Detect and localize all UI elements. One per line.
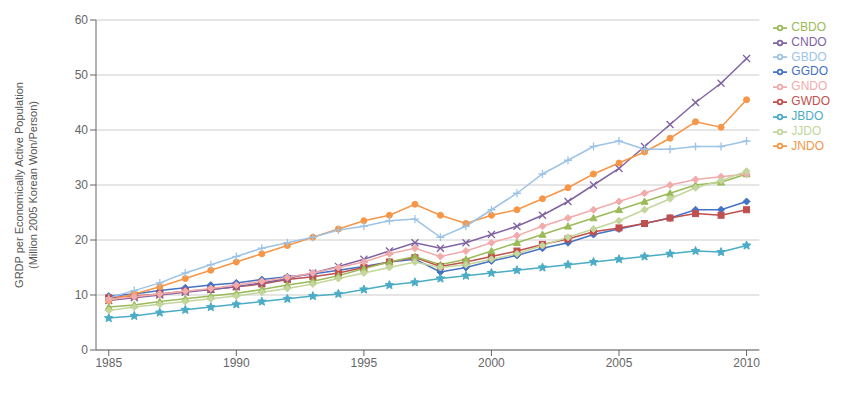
- svg-text:20: 20: [75, 233, 89, 247]
- html-text:CBDO: CBDO: [791, 20, 826, 34]
- svg-text:60: 60: [75, 13, 89, 27]
- svg-text:1990: 1990: [223, 356, 250, 370]
- svg-text:2000: 2000: [478, 356, 505, 370]
- html-text:JNDO: JNDO: [791, 138, 824, 153]
- html-text:GGDO: GGDO: [791, 64, 828, 79]
- svg-text:1985: 1985: [95, 356, 122, 370]
- svg-text:10: 10: [75, 288, 89, 302]
- svg-text:2010: 2010: [733, 356, 760, 370]
- html-text:GBDO: GBDO: [791, 49, 827, 64]
- html-text:GNDO: GNDO: [791, 79, 828, 94]
- html-text:GWDO: GWDO: [791, 94, 830, 109]
- html-text:JJDO: JJDO: [791, 123, 822, 138]
- svg-text:1995: 1995: [351, 356, 378, 370]
- html-text:CNDO: CNDO: [791, 34, 827, 49]
- svg-text:40: 40: [75, 123, 89, 137]
- svg-text:2005: 2005: [606, 356, 633, 370]
- svg-text:GRDP per Economically Active P: GRDP per Economically Active Population(…: [13, 82, 38, 288]
- html-text:JBDO: JBDO: [791, 109, 824, 123]
- svg-text:50: 50: [75, 68, 89, 82]
- svg-text:30: 30: [75, 178, 89, 192]
- svg-text:0: 0: [81, 343, 88, 357]
